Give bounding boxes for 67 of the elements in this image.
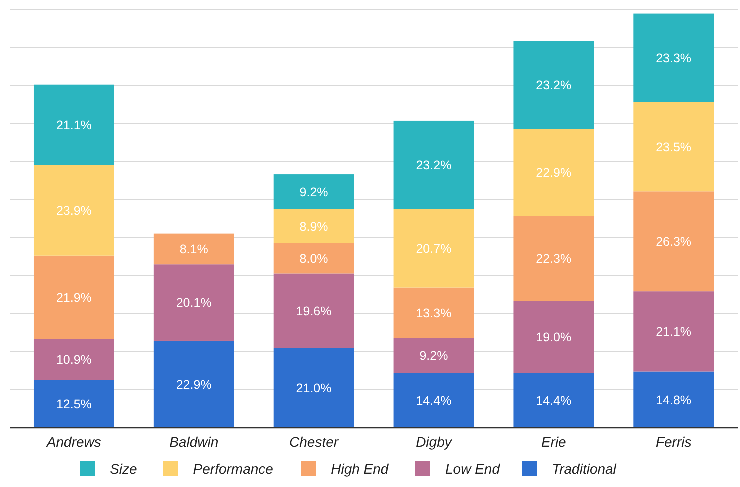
data-label: 10.9% [56,353,92,368]
x-tick-label: Ferris [656,434,692,450]
bar [34,380,114,428]
bar [34,256,114,340]
bar [394,338,474,374]
bar [154,340,234,428]
data-label: 23.2% [536,78,572,93]
data-label: 14.4% [416,394,452,408]
bar [274,174,354,210]
bar [394,288,474,338]
legend-label: Performance [193,460,274,477]
data-label: 9.2% [300,185,328,200]
data-label: 23.3% [656,51,692,66]
data-label: 8.9% [300,220,328,234]
x-tick-label: Chester [290,434,340,450]
data-label: 22.9% [536,166,572,180]
x-tick-label: Baldwin [170,434,219,450]
bar [634,14,714,102]
data-label: 23.9% [56,204,92,218]
data-label: 21.1% [56,118,92,132]
bar [154,234,234,265]
data-label: 13.3% [416,306,452,320]
x-tick-label: Digby [416,434,453,450]
data-label: 14.4% [536,394,572,408]
bar [34,84,114,166]
data-label: 14.8% [656,393,692,408]
data-label: 23.2% [416,158,452,172]
bar [274,210,354,244]
data-label: 12.5% [56,398,92,412]
data-label: 21.9% [56,290,92,305]
bar [634,372,714,428]
x-tick-label: Erie [541,434,567,450]
bar [514,373,594,428]
bar [394,120,474,210]
bar [394,209,474,288]
legend-label: High End [331,460,390,477]
bar [274,274,354,348]
data-label: 8.1% [180,242,208,257]
data-label: 20.7% [416,242,452,256]
x-tick-label: Andrews [46,434,102,450]
bar [154,264,234,341]
data-label: 21.1% [656,325,692,340]
legend-label: Size [110,460,138,477]
bar [514,301,594,374]
bar [34,165,114,256]
bar [514,129,594,216]
bar [514,216,594,302]
data-label: 19.6% [296,304,332,318]
bar [274,348,354,428]
bar [394,373,474,428]
bar [634,102,714,192]
bar [274,243,354,274]
legend-label: Low End [446,460,502,477]
data-label: 20.1% [176,296,212,310]
data-label: 9.2% [420,349,448,364]
legend-label: Traditional [552,460,618,477]
data-label: 8.0% [300,252,328,266]
data-label: 23.5% [656,140,692,154]
data-label: 19.0% [536,330,572,345]
bar [34,339,114,380]
data-label: 26.3% [656,234,692,249]
bar [514,41,594,130]
bar [634,192,714,292]
bar [634,292,714,372]
data-label: 21.0% [296,381,332,396]
data-label: 22.3% [536,252,572,266]
data-label: 22.9% [176,378,212,392]
